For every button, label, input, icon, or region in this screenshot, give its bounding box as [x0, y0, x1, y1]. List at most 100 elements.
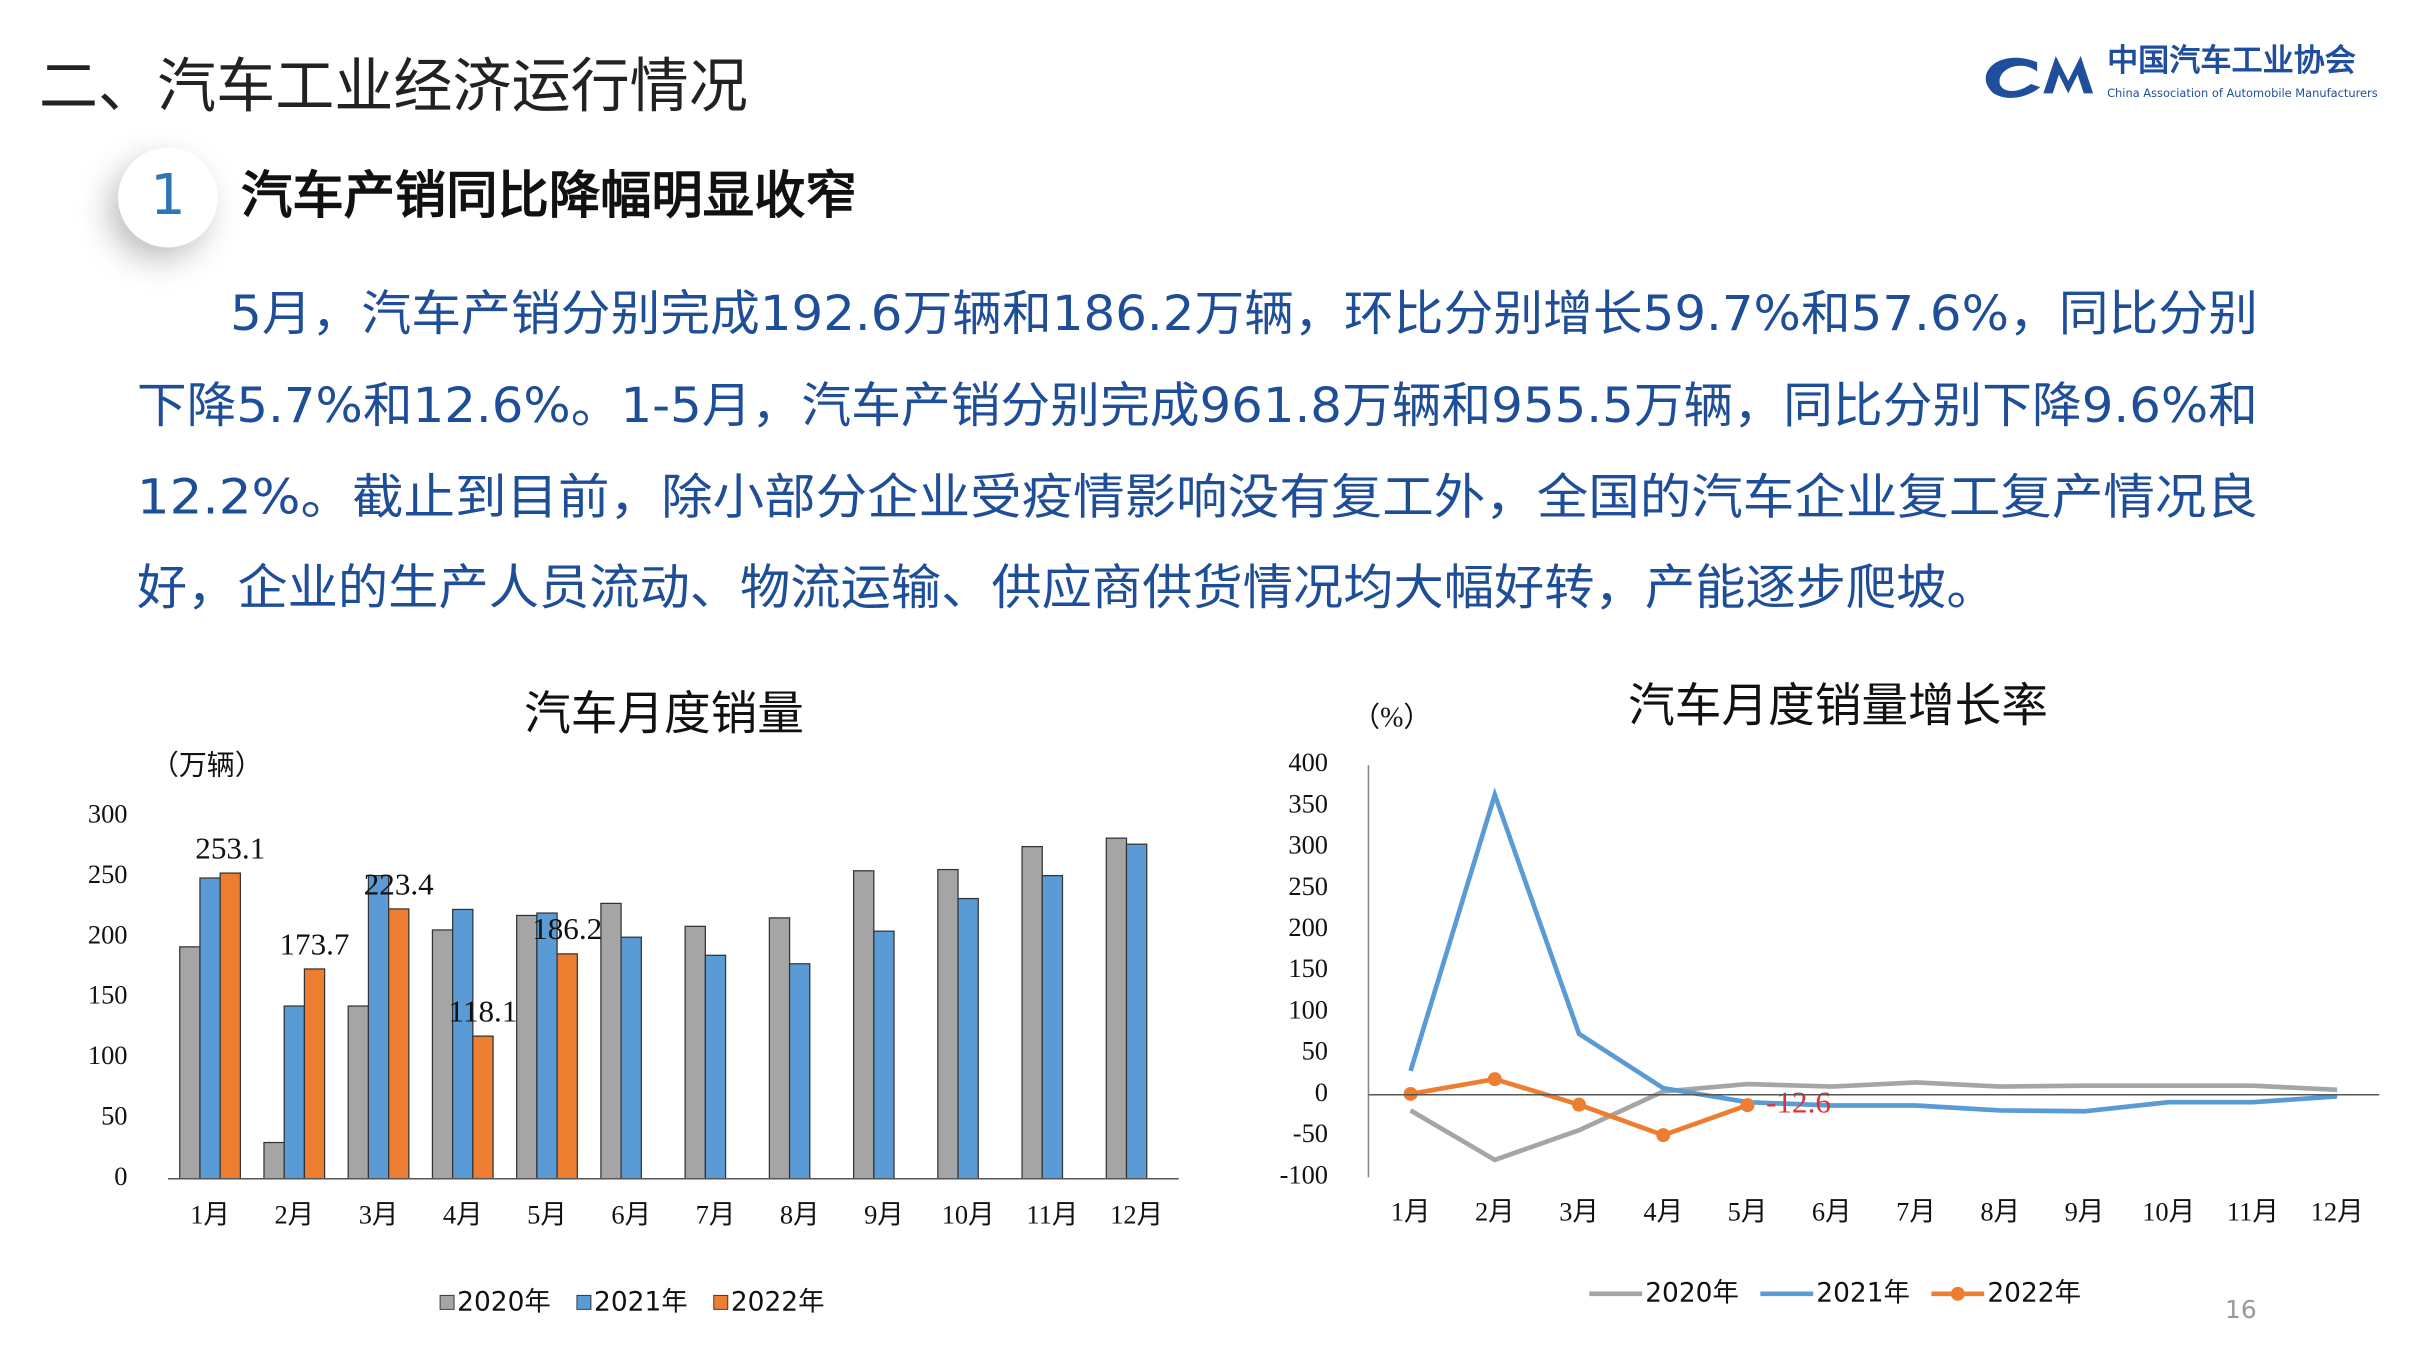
- data-label: -12.6: [1766, 1084, 1831, 1119]
- legend-label: 2020年: [1645, 1277, 1739, 1308]
- point: [1572, 1097, 1587, 1112]
- x-tick-label: 9月: [864, 1200, 904, 1230]
- x-tick-label: 4月: [1643, 1197, 1683, 1227]
- y-tick-label: 0: [1315, 1077, 1328, 1107]
- bar: [283, 1005, 306, 1180]
- y-tick-label: 50: [101, 1100, 127, 1130]
- line: [1409, 1080, 2338, 1163]
- y-tick-label: 100: [88, 1040, 128, 1070]
- x-tick-label: 5月: [1728, 1197, 1768, 1227]
- bar: [556, 953, 578, 1180]
- point: [1656, 1128, 1671, 1143]
- bar: [219, 872, 242, 1180]
- legend-marker: [1950, 1286, 1965, 1301]
- bar: [1021, 845, 1043, 1180]
- x-tick-label: 10月: [942, 1200, 995, 1230]
- paragraph-line: 12.2%。截止到目前，除小部分企业受疫情影响没有复工外，全国的汽车企业复工复产…: [137, 470, 2258, 526]
- bar: [937, 868, 959, 1180]
- x-tick-label: 1月: [190, 1200, 230, 1230]
- x-tick-label: 3月: [1559, 1197, 1599, 1227]
- bar: [620, 936, 642, 1180]
- x-tick-label: 8月: [780, 1200, 820, 1230]
- section-number: 1: [150, 163, 186, 228]
- paragraph-line: 好，企业的生产人员流动、物流运输、供应商供货情况均大幅好转，产能逐步爬坡。: [137, 560, 1997, 616]
- data-label: 118.1: [449, 993, 518, 1028]
- org-name-en: China Association of Automobile Manufact…: [2107, 86, 2378, 100]
- data-label: 223.4: [364, 866, 434, 901]
- x-tick-label: 9月: [2065, 1197, 2105, 1227]
- paragraph-line: 下降5.7%和12.6%。1-5月，汽车产销分别完成961.8万辆和955.5万…: [137, 378, 2258, 434]
- bar: [516, 914, 538, 1180]
- bar: [199, 877, 221, 1180]
- y-tick-label: 200: [1288, 912, 1328, 942]
- bar: [852, 870, 875, 1180]
- data-label: 173.7: [280, 926, 350, 961]
- bar: [472, 1035, 494, 1180]
- legend-swatch: [439, 1294, 455, 1310]
- y-tick-label: 250: [88, 859, 128, 889]
- legend-label: 2020年: [457, 1287, 551, 1318]
- y-tick-label: 300: [1288, 830, 1328, 860]
- x-tick-label: 7月: [1896, 1197, 1936, 1227]
- point: [1487, 1072, 1502, 1087]
- legend-label: 2021年: [1816, 1277, 1910, 1308]
- y-tick-label: 250: [1288, 871, 1328, 901]
- x-tick-label: 12月: [1110, 1200, 1163, 1230]
- bar: [431, 929, 454, 1180]
- bar: [957, 897, 979, 1180]
- bar: [873, 930, 895, 1180]
- y-tick-label: -100: [1280, 1159, 1328, 1189]
- x-tick-label: 3月: [359, 1200, 399, 1230]
- x-tick-label: 12月: [2311, 1197, 2364, 1227]
- bar: [536, 912, 558, 1180]
- bar: [1041, 874, 1064, 1180]
- y-tick-label: 150: [88, 980, 128, 1010]
- bar: [684, 925, 706, 1180]
- y-tick-label: 300: [88, 798, 128, 828]
- y-unit: （万辆）: [151, 750, 263, 782]
- bar: [600, 902, 622, 1180]
- line: [1408, 787, 2338, 1114]
- y-tick-label: 200: [88, 919, 128, 949]
- bar: [1125, 843, 1148, 1180]
- legend-label: 2021年: [594, 1287, 688, 1318]
- y-unit: （%）: [1352, 701, 1431, 733]
- bar: [347, 1005, 370, 1180]
- legend-swatch: [713, 1294, 729, 1310]
- x-tick-label: 10月: [2142, 1197, 2195, 1227]
- x-tick-label: 4月: [443, 1200, 483, 1230]
- x-tick-label: 11月: [2227, 1197, 2279, 1227]
- x-tick-label: 1月: [1391, 1197, 1431, 1227]
- y-tick-label: 0: [114, 1161, 127, 1191]
- bar: [1105, 837, 1128, 1180]
- x-tick-label: 11月: [1026, 1200, 1078, 1230]
- y-tick-label: -50: [1293, 1118, 1328, 1148]
- legend-label: 2022年: [1987, 1277, 2081, 1308]
- legend-label: 2022年: [731, 1287, 825, 1318]
- x-tick-label: 7月: [696, 1200, 736, 1230]
- bar: [263, 1141, 285, 1180]
- chart-title: 汽车月度销量: [524, 687, 804, 741]
- org-name: 中国汽车工业协会: [2107, 43, 2356, 79]
- bar: [788, 963, 811, 1180]
- x-tick-label: 8月: [1980, 1197, 2020, 1227]
- section-title: 汽车产销同比降幅明显收窄: [241, 166, 857, 226]
- point: [1403, 1086, 1418, 1101]
- data-label: 253.1: [195, 830, 265, 865]
- data-label: 186.2: [532, 911, 602, 946]
- bar: [179, 946, 201, 1180]
- bar: [704, 954, 727, 1180]
- point: [1740, 1098, 1755, 1113]
- paragraph-line: 5月，汽车产销分别完成192.6万辆和186.2万辆，环比分别增长59.7%和5…: [230, 286, 2258, 342]
- y-tick-label: 100: [1288, 994, 1328, 1024]
- y-tick-label: 50: [1302, 1036, 1328, 1066]
- y-tick-label: 400: [1288, 747, 1328, 777]
- bar: [388, 908, 410, 1180]
- x-tick-label: 6月: [1812, 1197, 1852, 1227]
- section-badge: [118, 147, 218, 248]
- x-tick-label: 2月: [1475, 1197, 1515, 1227]
- logo-mark: [1985, 55, 2094, 98]
- x-tick-label: 6月: [611, 1200, 651, 1230]
